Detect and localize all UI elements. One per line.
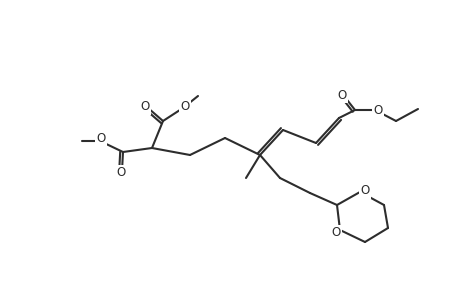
Text: O: O <box>373 104 382 118</box>
Text: O: O <box>96 131 106 145</box>
Text: O: O <box>330 226 340 239</box>
Text: O: O <box>180 100 189 112</box>
Text: O: O <box>336 88 346 101</box>
Text: O: O <box>116 167 125 179</box>
Text: O: O <box>359 184 369 197</box>
Text: O: O <box>140 100 149 113</box>
